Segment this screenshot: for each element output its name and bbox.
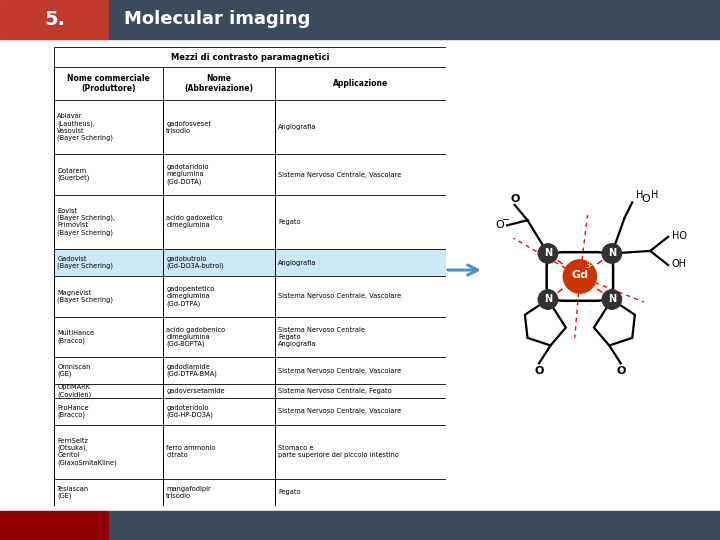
Text: Gd: Gd — [572, 270, 588, 280]
Text: N: N — [544, 248, 552, 259]
Text: Eovist
(Bayer Schering),
Primovist
(Bayer Schering): Eovist (Bayer Schering), Primovist (Baye… — [57, 208, 115, 236]
Text: Sistema Nervoso Centrale, Vascolare: Sistema Nervoso Centrale, Vascolare — [278, 408, 401, 414]
Text: Angiografia: Angiografia — [278, 124, 317, 130]
Text: N: N — [608, 248, 616, 259]
Text: Nome
(Abbreviazione): Nome (Abbreviazione) — [184, 74, 253, 93]
Bar — [54, 249, 446, 276]
Text: Magnevist
(Bayer Schering): Magnevist (Bayer Schering) — [57, 289, 113, 303]
Text: Sistema Nervoso Centrale, Fegato: Sistema Nervoso Centrale, Fegato — [278, 388, 392, 394]
Text: Ablavar
(Lautheus),
Vasovist
(Bayer Schering): Ablavar (Lautheus), Vasovist (Bayer Sche… — [57, 113, 113, 141]
Text: Nome commerciale
(Produttore): Nome commerciale (Produttore) — [67, 74, 150, 93]
Text: ProHance
(Bracco): ProHance (Bracco) — [57, 404, 89, 418]
Text: HO: HO — [672, 231, 687, 241]
Text: Omniscan
(GE): Omniscan (GE) — [57, 364, 91, 377]
Text: Dotarem
(Guerbet): Dotarem (Guerbet) — [57, 168, 89, 181]
Text: gadotaridolo
meglumina
(Gd-DOTA): gadotaridolo meglumina (Gd-DOTA) — [166, 164, 209, 185]
Text: 5.: 5. — [44, 10, 66, 29]
Circle shape — [539, 244, 558, 263]
Text: N: N — [608, 294, 616, 305]
Text: gadofosveset
trisodio: gadofosveset trisodio — [166, 121, 211, 134]
Circle shape — [602, 290, 621, 309]
Text: Sistema Nervoso Centrale, Vascolare: Sistema Nervoso Centrale, Vascolare — [278, 172, 401, 178]
Text: H: H — [652, 190, 659, 200]
Text: Stomaco e
parte superiore del piccolo intestino: Stomaco e parte superiore del piccolo in… — [278, 446, 399, 458]
Text: gadobutrolo
(Gd-DO3A-butrol): gadobutrolo (Gd-DO3A-butrol) — [166, 256, 224, 269]
Text: O: O — [616, 366, 626, 376]
Text: Angiografia: Angiografia — [278, 260, 317, 266]
Text: Fegato: Fegato — [278, 219, 301, 225]
Text: O: O — [495, 220, 504, 231]
Text: gadopentetico
dimeglumina
(Gd-DTPA): gadopentetico dimeglumina (Gd-DTPA) — [166, 286, 215, 307]
Text: OH: OH — [672, 259, 687, 269]
Text: gadodiamide
(Gd-DTPA-BMA): gadodiamide (Gd-DTPA-BMA) — [166, 364, 217, 377]
Text: O: O — [510, 193, 519, 204]
Text: MultiHance
(Bracco): MultiHance (Bracco) — [57, 330, 94, 343]
Text: ferro ammonio
citrato: ferro ammonio citrato — [166, 446, 216, 458]
Text: mangafodipir
trisodio: mangafodipir trisodio — [166, 486, 211, 499]
Text: Fegato: Fegato — [278, 489, 301, 496]
Text: O: O — [642, 193, 650, 204]
Text: Applicazione: Applicazione — [333, 79, 388, 88]
Text: FerriSeltz
(Otsuka),
Geritol
(GlaxoSmitaKline): FerriSeltz (Otsuka), Geritol (GlaxoSmita… — [57, 438, 117, 466]
Text: acido gadobenico
dimeglumina
(Gd-BOPTA): acido gadobenico dimeglumina (Gd-BOPTA) — [166, 327, 225, 347]
Text: Mezzi di contrasto paramagnetici: Mezzi di contrasto paramagnetici — [171, 52, 330, 62]
Text: Sistema Nervoso Centrale, Vascolare: Sistema Nervoso Centrale, Vascolare — [278, 368, 401, 374]
Circle shape — [539, 290, 558, 309]
Text: −: − — [503, 215, 510, 225]
Text: Molecular imaging: Molecular imaging — [124, 10, 310, 29]
Circle shape — [602, 244, 621, 263]
Text: O: O — [534, 366, 544, 376]
Text: Sistema Nervoso Centrale
Fegato
Angiografia: Sistema Nervoso Centrale Fegato Angiogra… — [278, 327, 365, 347]
Text: acido gadoxetico
dimeglumina: acido gadoxetico dimeglumina — [166, 215, 223, 228]
Text: 3-: 3- — [586, 261, 593, 270]
Text: OptiMARK
(Covidien): OptiMARK (Covidien) — [57, 384, 91, 398]
Text: gadoteridolo
(Gd-HP-DO3A): gadoteridolo (Gd-HP-DO3A) — [166, 404, 213, 418]
Text: Teslascan
(GE): Teslascan (GE) — [57, 485, 89, 499]
Text: Sistema Nervoso Centrale, Vascolare: Sistema Nervoso Centrale, Vascolare — [278, 293, 401, 299]
Text: N: N — [544, 294, 552, 305]
Text: Gadovist
(Bayer Schering): Gadovist (Bayer Schering) — [57, 256, 113, 269]
Circle shape — [563, 260, 596, 293]
Text: gadoversetamide: gadoversetamide — [166, 388, 225, 394]
Text: H: H — [636, 190, 644, 200]
